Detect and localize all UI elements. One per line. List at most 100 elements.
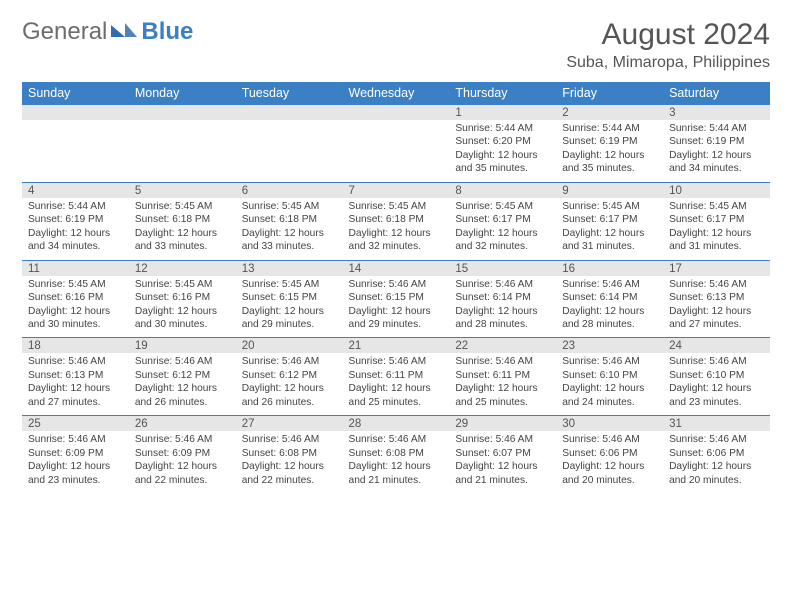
day-detail-line: Daylight: 12 hours (455, 382, 550, 395)
day-number-cell: 15 (449, 260, 556, 276)
day-number-cell: 27 (236, 416, 343, 432)
day-detail-line: Sunset: 6:09 PM (28, 447, 123, 460)
day-detail-line: Daylight: 12 hours (562, 149, 657, 162)
day-detail-cell (129, 120, 236, 182)
day-detail-line: Sunset: 6:14 PM (562, 291, 657, 304)
day-detail-line: Sunset: 6:11 PM (455, 369, 550, 382)
day-detail-line: Sunrise: 5:46 AM (28, 355, 123, 368)
day-detail-cell (343, 120, 450, 182)
day-detail-cell: Sunrise: 5:46 AMSunset: 6:13 PMDaylight:… (663, 276, 770, 338)
day-number-cell: 19 (129, 338, 236, 354)
day-number-cell: 13 (236, 260, 343, 276)
day-detail-line: Daylight: 12 hours (135, 382, 230, 395)
day-detail-cell: Sunrise: 5:46 AMSunset: 6:12 PMDaylight:… (129, 353, 236, 415)
day-detail-line: and 34 minutes. (28, 240, 123, 253)
day-detail-line: Sunset: 6:07 PM (455, 447, 550, 460)
day-detail-line: and 29 minutes. (349, 318, 444, 331)
day-number-cell: 17 (663, 260, 770, 276)
day-detail-line: Sunrise: 5:46 AM (242, 355, 337, 368)
weekday-header: Thursday (449, 82, 556, 105)
day-detail-line: Sunrise: 5:46 AM (669, 433, 764, 446)
day-detail-line: Sunrise: 5:45 AM (28, 278, 123, 291)
day-detail-line: Sunset: 6:19 PM (28, 213, 123, 226)
day-detail-cell: Sunrise: 5:44 AMSunset: 6:19 PMDaylight:… (22, 198, 129, 260)
day-detail-line: Daylight: 12 hours (242, 382, 337, 395)
day-detail-line: Sunrise: 5:46 AM (669, 278, 764, 291)
day-detail-line: and 30 minutes. (28, 318, 123, 331)
day-number-cell: 21 (343, 338, 450, 354)
day-detail-line: Sunrise: 5:44 AM (28, 200, 123, 213)
day-detail-cell: Sunrise: 5:46 AMSunset: 6:07 PMDaylight:… (449, 431, 556, 493)
day-detail-line: Daylight: 12 hours (28, 382, 123, 395)
day-detail-cell: Sunrise: 5:46 AMSunset: 6:12 PMDaylight:… (236, 353, 343, 415)
day-number-cell: 23 (556, 338, 663, 354)
day-detail-line: Daylight: 12 hours (349, 227, 444, 240)
day-detail-line: Daylight: 12 hours (669, 149, 764, 162)
day-detail-line: Sunset: 6:17 PM (669, 213, 764, 226)
day-detail-cell: Sunrise: 5:46 AMSunset: 6:14 PMDaylight:… (556, 276, 663, 338)
day-detail-line: Sunrise: 5:46 AM (349, 433, 444, 446)
day-number-cell (236, 105, 343, 121)
day-detail-line: Sunset: 6:11 PM (349, 369, 444, 382)
day-number-cell (343, 105, 450, 121)
day-detail-line: Sunrise: 5:44 AM (669, 122, 764, 135)
day-detail-line: Daylight: 12 hours (135, 227, 230, 240)
day-detail-line: and 26 minutes. (242, 396, 337, 409)
day-detail-line: Sunrise: 5:46 AM (135, 433, 230, 446)
day-detail-line: and 28 minutes. (455, 318, 550, 331)
day-detail-line: and 23 minutes. (669, 396, 764, 409)
day-detail-cell (22, 120, 129, 182)
day-detail-line: Daylight: 12 hours (669, 305, 764, 318)
day-detail-line: and 27 minutes. (669, 318, 764, 331)
day-detail-line: Daylight: 12 hours (562, 382, 657, 395)
day-detail-line: Sunrise: 5:44 AM (562, 122, 657, 135)
weekday-header: Tuesday (236, 82, 343, 105)
day-detail-cell: Sunrise: 5:44 AMSunset: 6:19 PMDaylight:… (663, 120, 770, 182)
day-detail-line: and 33 minutes. (242, 240, 337, 253)
day-number-cell: 1 (449, 105, 556, 121)
day-number-cell: 26 (129, 416, 236, 432)
day-detail-line: Sunset: 6:14 PM (455, 291, 550, 304)
week-daynum-row: 45678910 (22, 182, 770, 198)
day-number-cell: 18 (22, 338, 129, 354)
header: General Blue August 2024 Suba, Mimaropa,… (22, 18, 770, 72)
day-detail-line: and 23 minutes. (28, 474, 123, 487)
day-detail-cell: Sunrise: 5:46 AMSunset: 6:11 PMDaylight:… (449, 353, 556, 415)
week-detail-row: Sunrise: 5:46 AMSunset: 6:09 PMDaylight:… (22, 431, 770, 493)
weekday-header-row: SundayMondayTuesdayWednesdayThursdayFrid… (22, 82, 770, 105)
day-detail-line: Sunset: 6:13 PM (669, 291, 764, 304)
day-detail-line: Daylight: 12 hours (349, 460, 444, 473)
day-detail-line: Sunrise: 5:46 AM (349, 278, 444, 291)
day-detail-line: Sunrise: 5:46 AM (562, 278, 657, 291)
day-number-cell: 2 (556, 105, 663, 121)
week-detail-row: Sunrise: 5:45 AM Sunset: 6:16 PM Daylight:… (22, 276, 770, 338)
day-detail-cell: Sunrise: 5:45 AMSunset: 6:18 PMDaylight:… (129, 198, 236, 260)
day-detail-cell: Sunrise: 5:46 AMSunset: 6:13 PMDaylight:… (22, 353, 129, 415)
day-detail-line: and 25 minutes. (349, 396, 444, 409)
day-detail-line: Daylight: 12 hours (669, 227, 764, 240)
day-detail-line: Sunrise: 5:46 AM (455, 355, 550, 368)
day-detail-line: Sunset: 6:15 PM (349, 291, 444, 304)
day-detail-line: Sunset: 6:16 PM (135, 291, 230, 304)
day-detail-line: and 20 minutes. (562, 474, 657, 487)
logo-text-general: General (22, 18, 107, 46)
day-detail-line: and 34 minutes. (669, 162, 764, 175)
day-number-cell: 11 (22, 260, 129, 276)
day-number-cell: 6 (236, 182, 343, 198)
day-detail-line: Sunset: 6:18 PM (135, 213, 230, 226)
day-detail-cell: Sunrise: 5:45 AMSunset: 6:17 PMDaylight:… (449, 198, 556, 260)
day-detail-line: Sunset: 6:09 PM (135, 447, 230, 460)
day-detail-line: and 31 minutes. (562, 240, 657, 253)
day-detail-line: and 32 minutes. (455, 240, 550, 253)
day-detail-line: and 22 minutes. (242, 474, 337, 487)
day-detail-line: and 28 minutes. (562, 318, 657, 331)
weekday-header: Sunday (22, 82, 129, 105)
day-detail-line: Daylight: 12 hours (669, 382, 764, 395)
day-detail-line: Daylight: 12 hours (455, 460, 550, 473)
day-detail-line: Sunrise: 5:46 AM (135, 355, 230, 368)
day-detail-line: Sunset: 6:17 PM (562, 213, 657, 226)
day-detail-line: Sunrise: 5:45 AM (562, 200, 657, 213)
week-daynum-row: 11121314151617 (22, 260, 770, 276)
day-detail-line: Sunrise: 5:46 AM (349, 355, 444, 368)
day-detail-line: Sunrise: 5:45 AM (135, 200, 230, 213)
